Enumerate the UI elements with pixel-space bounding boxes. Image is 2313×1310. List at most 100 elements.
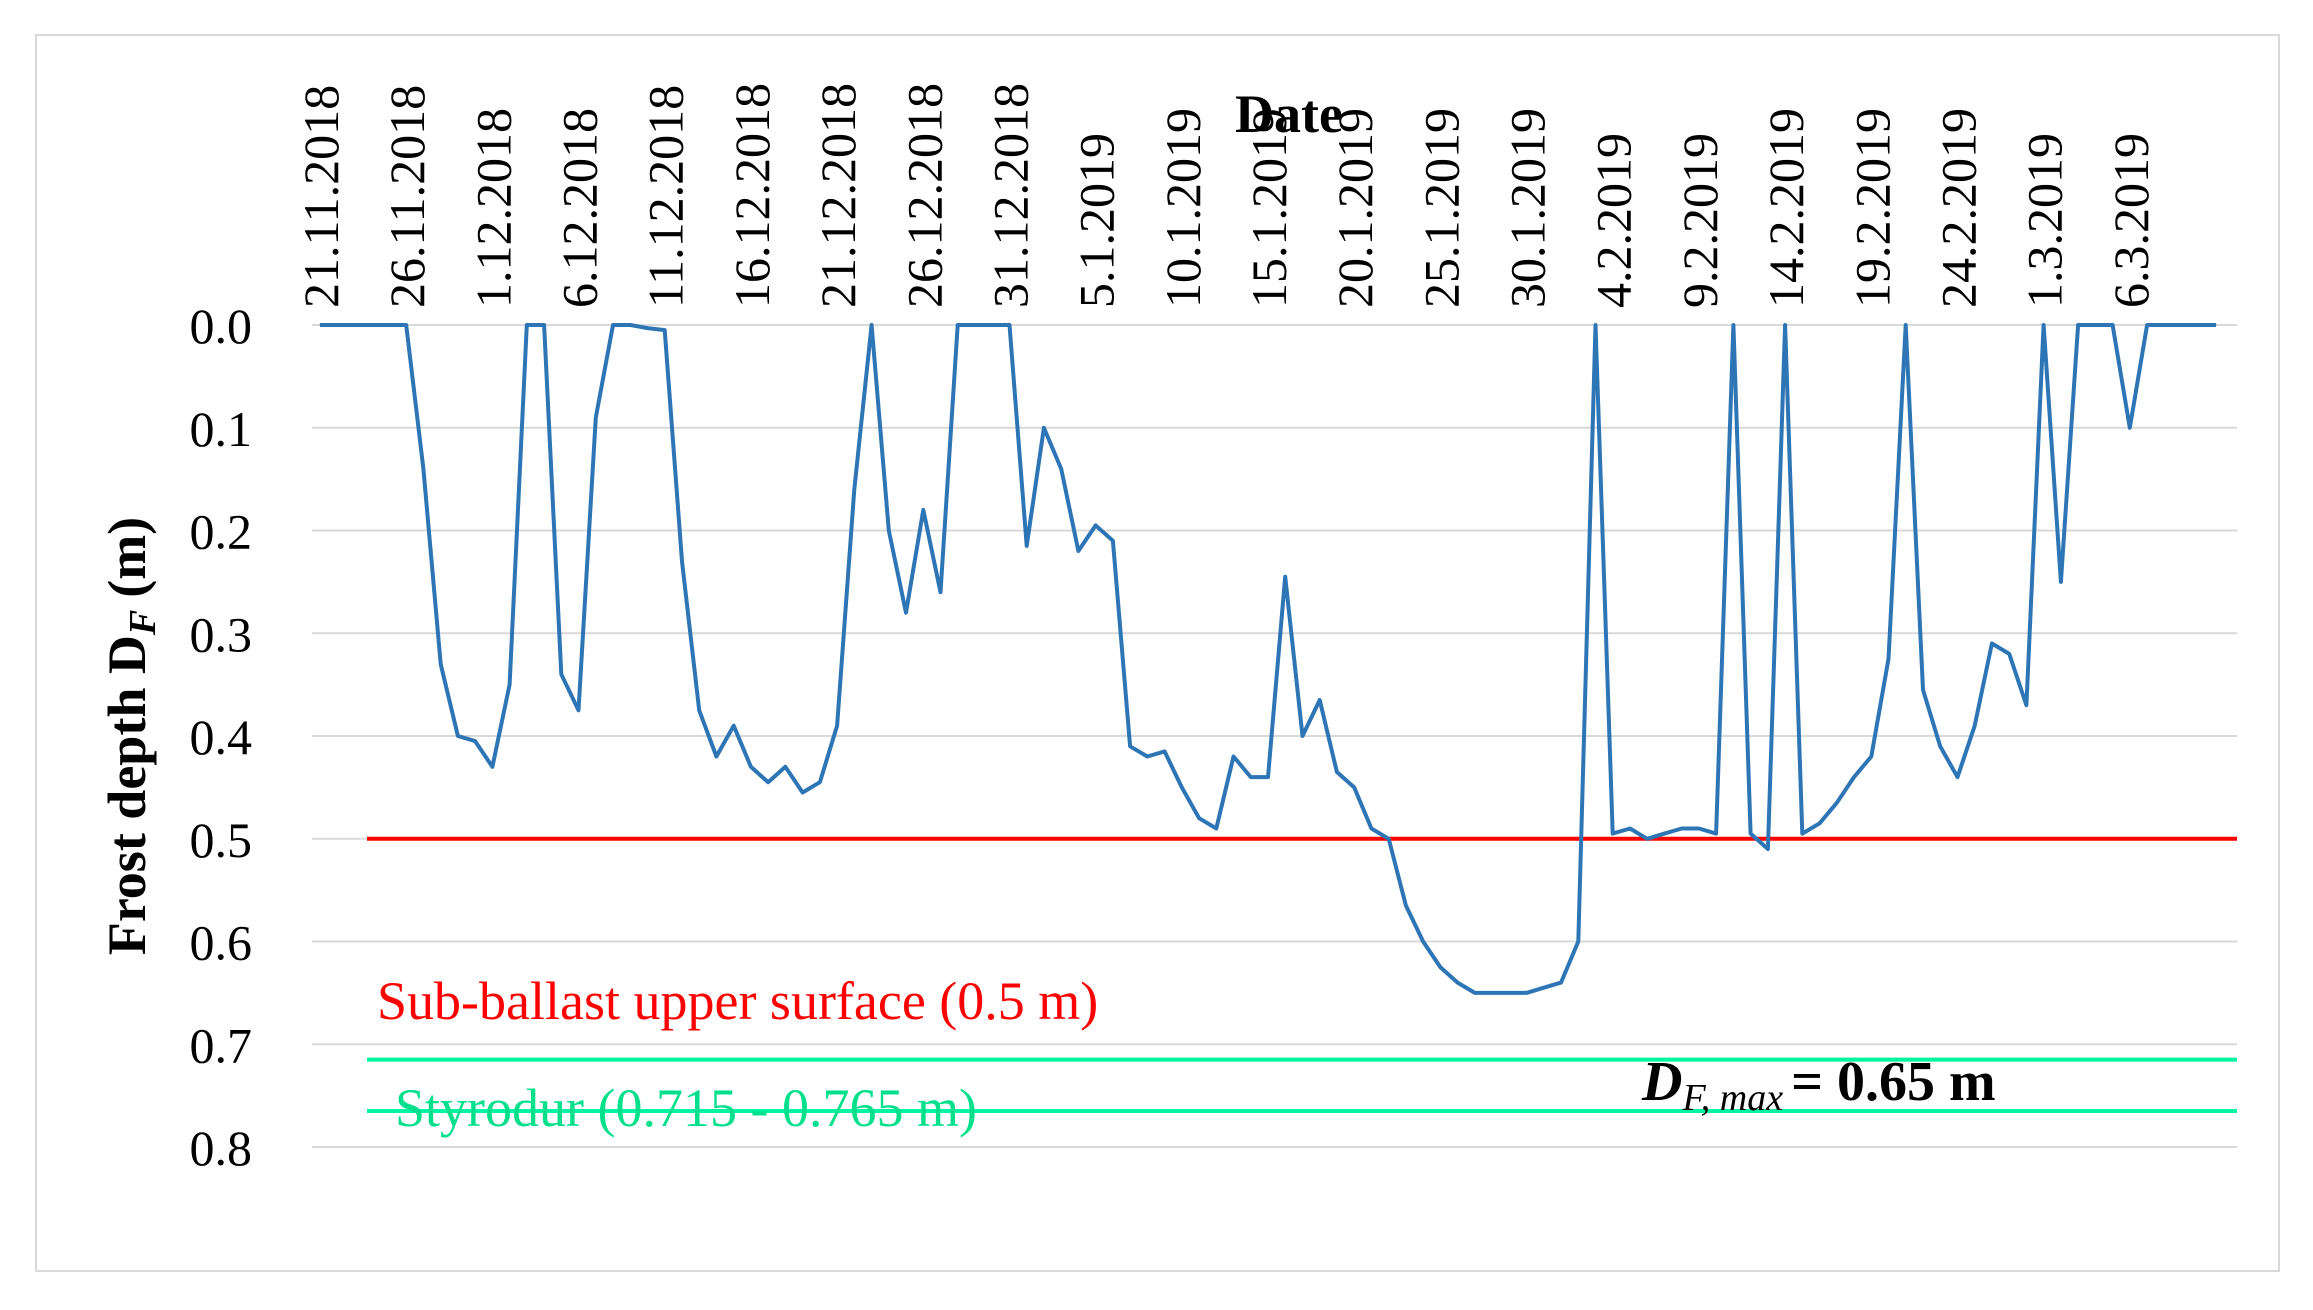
data-point bbox=[1577, 941, 1579, 942]
data-point bbox=[974, 324, 976, 326]
data-point bbox=[1250, 776, 1252, 778]
data-point bbox=[1836, 802, 1838, 804]
data-point bbox=[319, 324, 321, 326]
data-point bbox=[578, 709, 580, 711]
series-layer bbox=[319, 323, 2217, 995]
data-point bbox=[1870, 756, 1872, 758]
x-tick-label: 9.2.2019 bbox=[1672, 133, 1728, 308]
data-point bbox=[991, 324, 993, 326]
data-point bbox=[2043, 324, 2045, 326]
data-point bbox=[784, 766, 786, 768]
df-max-label: DF, max = 0.65 m bbox=[1641, 1051, 1996, 1119]
data-point bbox=[405, 324, 407, 326]
data-point bbox=[1853, 776, 1855, 778]
data-point bbox=[1370, 827, 1372, 829]
data-point bbox=[2112, 324, 2114, 326]
data-point bbox=[2129, 427, 2131, 429]
data-point bbox=[922, 509, 924, 511]
x-tick-label: 21.11.2018 bbox=[293, 85, 349, 308]
data-point bbox=[1267, 776, 1269, 778]
data-point bbox=[388, 324, 390, 326]
frost-depth-chart: 21.11.2018 26.11.2018 1.12.2018 6.12.2018 11… bbox=[97, 83, 2237, 1176]
y-axis-label-unit: (m) bbox=[97, 517, 157, 598]
data-point bbox=[560, 673, 562, 675]
x-tick-label: 10.1.2019 bbox=[1155, 108, 1211, 308]
data-point bbox=[1422, 941, 1424, 942]
y-tick-label: 0.5 bbox=[190, 812, 253, 868]
df-max-symbol: D bbox=[1641, 1051, 1682, 1113]
y-tick-label: 0.8 bbox=[190, 1120, 253, 1176]
reference-lines bbox=[367, 836, 2237, 1114]
data-point bbox=[1819, 822, 1821, 824]
x-tick-label: 4.2.2019 bbox=[1586, 133, 1642, 308]
x-tick-label: 30.1.2019 bbox=[1500, 108, 1556, 308]
data-point bbox=[440, 663, 442, 665]
x-tick-label: 14.2.2019 bbox=[1758, 108, 1814, 308]
df-max-subscript: F, max bbox=[1681, 1077, 1783, 1119]
data-point bbox=[957, 324, 959, 326]
data-point bbox=[1629, 827, 1631, 829]
data-point bbox=[1439, 966, 1441, 968]
y-tick-label: 0.7 bbox=[190, 1017, 253, 1073]
x-tick-label: 25.1.2019 bbox=[1413, 108, 1469, 308]
data-point bbox=[1956, 776, 1958, 778]
data-point bbox=[543, 324, 545, 326]
data-point bbox=[1474, 992, 1476, 994]
data-point bbox=[1319, 699, 1321, 701]
data-point bbox=[612, 324, 614, 326]
x-tick-label: 11.12.2018 bbox=[638, 85, 694, 308]
data-point bbox=[1767, 848, 1769, 850]
data-point bbox=[1698, 827, 1700, 829]
y-tick-label: 0.1 bbox=[190, 401, 253, 457]
data-point bbox=[1646, 838, 1648, 840]
data-point bbox=[2181, 324, 2183, 326]
x-tick-labels: 21.11.2018 26.11.2018 1.12.2018 6.12.2018 11… bbox=[293, 83, 2159, 308]
data-point bbox=[1095, 524, 1097, 526]
data-point bbox=[2077, 324, 2079, 326]
data-point bbox=[905, 612, 907, 614]
x-tick-label: 1.12.2018 bbox=[465, 108, 521, 308]
data-point bbox=[1560, 982, 1562, 984]
data-point bbox=[698, 709, 700, 711]
data-point bbox=[1336, 771, 1338, 773]
chart-frame: 21.11.2018 26.11.2018 1.12.2018 6.12.2018 11… bbox=[35, 34, 2280, 1272]
x-tick-label: 5.1.2019 bbox=[1069, 133, 1125, 308]
y-tick-label: 0.4 bbox=[190, 709, 253, 765]
data-point bbox=[474, 740, 476, 742]
data-point bbox=[664, 329, 666, 331]
data-point bbox=[767, 781, 769, 783]
data-point bbox=[2025, 704, 2027, 706]
data-point bbox=[715, 756, 717, 758]
data-point bbox=[2060, 581, 2062, 583]
data-point bbox=[1060, 468, 1062, 470]
y-tick-label: 0.6 bbox=[190, 915, 253, 971]
data-point bbox=[1991, 643, 1993, 645]
y-tick-label: 0.0 bbox=[190, 298, 253, 354]
data-point bbox=[1301, 735, 1303, 737]
data-point bbox=[1905, 324, 1907, 326]
data-point bbox=[853, 488, 855, 490]
data-point bbox=[1284, 576, 1286, 578]
x-tick-label: 1.3.2019 bbox=[2017, 133, 2073, 308]
data-point bbox=[1457, 982, 1459, 984]
data-point bbox=[1026, 545, 1028, 547]
data-point bbox=[646, 327, 648, 329]
data-point bbox=[1922, 689, 1924, 691]
data-point bbox=[1974, 725, 1976, 727]
x-tick-label: 6.3.2019 bbox=[2103, 133, 2159, 308]
data-point bbox=[629, 324, 631, 326]
data-point bbox=[371, 324, 373, 326]
chart-title: Date bbox=[1235, 84, 1343, 144]
data-point bbox=[819, 781, 821, 783]
data-point bbox=[1732, 324, 1734, 326]
y-axis-label: Frost depth DF (m) bbox=[97, 517, 164, 955]
y-tick-labels: 0.0 0.1 0.2 0.3 0.4 0.5 0.6 0.7 0.8 bbox=[190, 298, 253, 1176]
data-point bbox=[422, 468, 424, 470]
data-point bbox=[1526, 992, 1528, 994]
data-point bbox=[509, 684, 511, 686]
x-tick-label: 26.11.2018 bbox=[379, 85, 435, 308]
subballast-label: Sub-ballast upper surface (0.5 m) bbox=[377, 971, 1098, 1031]
x-tick-label: 16.12.2018 bbox=[724, 83, 780, 308]
styrodur-label: Styrodur (0.715 - 0.765 m) bbox=[395, 1078, 977, 1138]
data-point bbox=[1043, 427, 1045, 429]
